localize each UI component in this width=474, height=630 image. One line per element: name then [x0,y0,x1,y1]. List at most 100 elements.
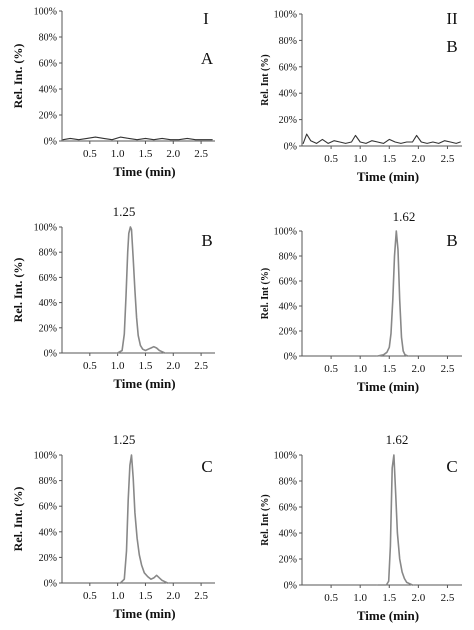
y-tick-label: 80% [279,477,297,488]
x-tick-label: 2.5 [194,590,208,602]
x-tick-label: 0.5 [83,590,97,602]
x-tick-label: 2.0 [166,590,180,602]
x-axis-label: Time (min) [113,376,175,391]
x-tick-label: 2.5 [194,360,208,372]
panel-label: B [446,37,457,56]
x-tick-label: 2.0 [411,592,425,604]
x-tick-label: 2.0 [166,148,180,160]
x-tick-label: 2.0 [411,363,425,375]
panel-label: B [446,231,457,250]
chart-panel-3: 0% 20% 40% 60% 80% 100% 0.5 1.0 1.5 2.0 2.5 Time (m… [11,204,215,391]
peak-label: 1.62 [386,432,409,447]
chromatogram-trace [62,136,213,141]
peak-label: 1.62 [393,209,416,224]
chart-panel-1: 0% 20% 40% 60% 80% 100% 0.5 1.0 1.5 2.0 2.5 Time (m… [11,7,215,179]
x-axis-label: Time (min) [113,164,175,179]
x-tick-label: 0.5 [83,148,97,160]
y-tick-label: 0% [44,579,57,590]
x-axis-label: Time (min) [357,379,419,394]
x-tick-label: 0.5 [324,153,338,165]
y-tick-label: 80% [39,33,57,44]
y-tick-label: 100% [34,7,57,18]
x-tick-label: 2.5 [441,592,455,604]
y-tick-label: 40% [279,89,297,100]
y-axis-label: Rel. Int (%) [260,268,271,319]
y-tick-label: 80% [279,252,297,263]
y-axis-label: Rel. Int. (%) [11,487,25,552]
y-tick-label: 40% [39,298,57,309]
chart-panel-5: 0% 20% 40% 60% 80% 100% 0.5 1.0 1.5 2.0 2.5 Time (m… [11,432,215,621]
y-tick-label: 100% [34,223,57,234]
y-axis-label: Rel. Int. (%) [11,44,25,109]
x-tick-label: 2.5 [194,148,208,160]
y-tick-label: 20% [39,323,57,334]
x-axis-label: Time (min) [357,608,419,623]
x-tick-label: 1.0 [111,590,125,602]
y-tick-label: 80% [279,36,297,47]
y-tick-label: 60% [39,502,57,513]
y-axis-label: Rel. Int. (%) [11,258,25,323]
chromatogram-trace [376,454,414,586]
column-header-2: II [446,9,458,28]
y-tick-label: 60% [279,277,297,288]
chart-panel-2: 0% 20% 40% 60% 80% 100% 0.5 1.0 1.5 2.0 2.5 Time (m… [260,10,462,184]
y-axis-label: Rel. Int (%) [260,494,271,545]
x-tick-label: 1.5 [139,360,153,372]
peak-label: 1.25 [113,204,136,219]
y-tick-label: 0% [284,581,297,592]
y-tick-label: 40% [39,85,57,96]
y-tick-label: 60% [279,62,297,73]
x-tick-label: 1.5 [382,592,396,604]
chart-panel-4: 0% 20% 40% 60% 80% 100% 0.5 1.0 1.5 2.0 2.5 Time (m… [260,209,462,394]
x-tick-label: 2.0 [166,360,180,372]
y-tick-label: 40% [279,529,297,540]
panel-label: A [201,49,214,68]
y-tick-label: 0% [44,137,57,148]
y-tick-label: 20% [279,555,297,566]
y-tick-label: 40% [279,302,297,313]
x-tick-label: 1.0 [353,592,367,604]
y-tick-label: 0% [284,352,297,363]
x-tick-label: 1.0 [353,153,367,165]
x-tick-label: 0.5 [324,592,338,604]
x-tick-label: 1.0 [111,360,125,372]
chromatogram-trace [302,133,461,144]
chart-panel-6: 0% 20% 40% 60% 80% 100% 0.5 1.0 1.5 2.0 2.5 Time (m… [260,432,462,623]
panel-label: B [201,231,212,250]
y-tick-label: 100% [274,227,297,238]
x-tick-label: 2.5 [441,363,455,375]
x-tick-label: 1.0 [353,363,367,375]
x-axis-label: Time (min) [113,606,175,621]
y-tick-label: 20% [39,553,57,564]
chromatogram-trace [119,454,169,584]
y-tick-label: 0% [284,142,297,153]
y-tick-label: 80% [39,248,57,259]
y-axis-label: Rel. Int (%) [260,54,271,105]
y-tick-label: 100% [274,451,297,462]
y-tick-label: 40% [39,527,57,538]
y-tick-label: 80% [39,476,57,487]
chromatogram-trace [376,230,409,357]
y-tick-label: 0% [44,349,57,360]
y-tick-label: 20% [279,327,297,338]
peak-label: 1.25 [113,432,136,447]
x-tick-label: 2.5 [441,153,455,165]
x-axis-label: Time (min) [357,169,419,184]
panel-label: C [446,457,457,476]
x-tick-label: 1.0 [111,148,125,160]
y-tick-label: 100% [34,451,57,462]
x-tick-label: 1.5 [382,363,396,375]
x-tick-label: 1.5 [382,153,396,165]
y-tick-label: 20% [279,115,297,126]
y-tick-label: 60% [39,273,57,284]
x-tick-label: 1.5 [139,148,153,160]
y-tick-label: 60% [39,59,57,70]
panel-label: C [201,457,212,476]
y-tick-label: 20% [39,111,57,122]
x-tick-label: 2.0 [411,153,425,165]
y-tick-label: 100% [274,10,297,21]
x-tick-label: 0.5 [83,360,97,372]
chromatogram-trace [116,226,166,354]
x-tick-label: 1.5 [139,590,153,602]
